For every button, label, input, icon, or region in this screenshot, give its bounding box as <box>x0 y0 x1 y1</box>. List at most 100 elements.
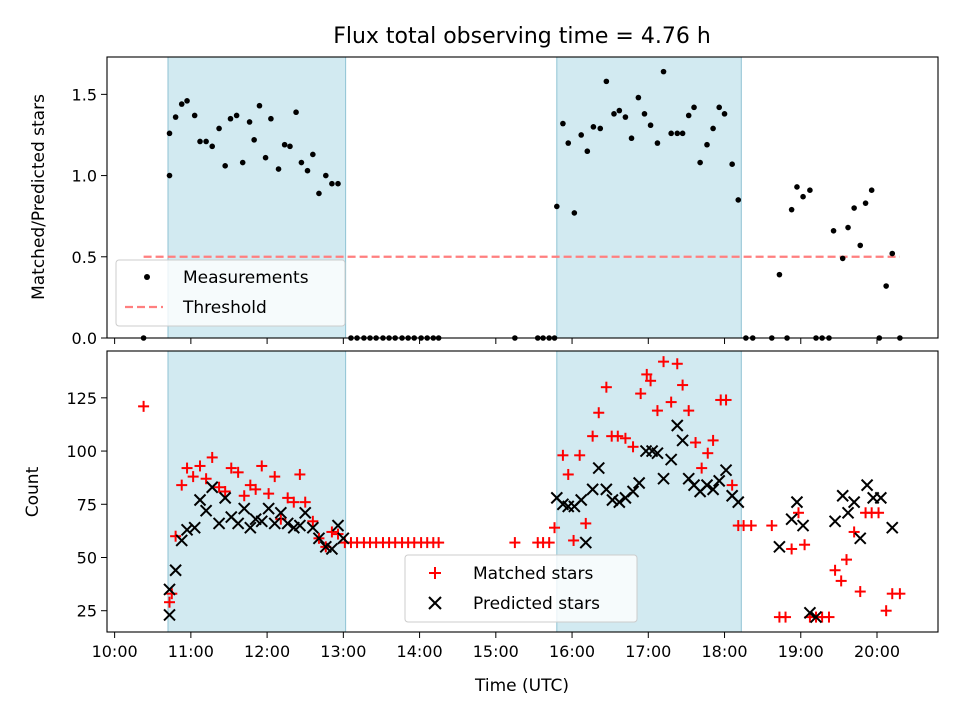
predicted-star-point <box>325 542 339 556</box>
matched-star-point <box>786 543 798 555</box>
measurement-point <box>776 271 783 278</box>
predicted-star-point <box>773 540 786 554</box>
top-legend-box <box>115 259 346 327</box>
matched-star-point <box>256 460 268 472</box>
predicted-star-point <box>163 608 176 622</box>
predicted-star-stroke-b <box>299 506 312 519</box>
measurement-point <box>565 140 572 146</box>
predicted-star-point <box>671 419 684 432</box>
measurement-point <box>679 130 686 137</box>
predicted-star-point <box>218 491 232 505</box>
matched-star-point <box>873 507 885 519</box>
measurement-point <box>233 112 240 119</box>
top-observing-window <box>556 56 742 339</box>
measurement-point <box>178 101 185 107</box>
matched-star-point <box>238 490 250 502</box>
predicted-star-stroke-b <box>676 434 689 447</box>
x-tick-label: 19:00 <box>778 642 824 661</box>
measurement-point <box>571 210 578 216</box>
predicted-star-stroke-b <box>319 540 333 554</box>
legend-measurements-marker <box>144 274 150 280</box>
predicted-star-stroke-b <box>556 498 570 511</box>
predicted-star-stroke-b <box>706 483 720 496</box>
measurement-point <box>227 115 234 122</box>
matched-star-point <box>326 526 338 538</box>
predicted-star-stroke-b <box>847 495 861 509</box>
predicted-star-point <box>712 474 726 488</box>
predicted-star-point <box>255 515 268 528</box>
predicted-star-point <box>732 495 745 509</box>
measurement-point <box>166 130 173 137</box>
predicted-star-stroke-b <box>700 478 714 492</box>
measurement-point <box>704 141 710 148</box>
measurement-point <box>788 206 795 213</box>
predicted-star-point <box>700 478 714 492</box>
matched-star-point <box>568 534 580 546</box>
bottom-y-axis-label: Count <box>23 466 43 517</box>
matched-star-point <box>509 537 521 549</box>
matched-star-point <box>766 520 778 532</box>
matched-star-point <box>792 507 804 519</box>
matched-star-point <box>166 588 178 600</box>
measurement-point <box>310 151 316 158</box>
bottom-y-tick-label: 75 <box>77 495 97 514</box>
measurement-point <box>293 109 299 116</box>
legend-matched-marker <box>429 567 441 579</box>
predicted-star-stroke-b <box>249 512 262 526</box>
matched-star-point <box>600 381 612 393</box>
matched-star-point <box>213 481 225 493</box>
predicted-star-point <box>337 532 350 545</box>
measurement-point <box>857 242 864 249</box>
matched-star-point <box>707 434 719 446</box>
predicted-star-stroke-b <box>199 504 213 517</box>
predicted-star-stroke-b <box>874 491 888 505</box>
predicted-star-point <box>886 521 899 534</box>
matched-star-point <box>780 611 792 623</box>
measurement-point <box>262 154 269 161</box>
matched-star-point <box>294 468 306 480</box>
measurement-point <box>560 120 566 127</box>
matched-star-point <box>745 520 757 532</box>
predicted-star-point <box>312 532 326 545</box>
matched-star-point <box>835 575 847 587</box>
predicted-star-point <box>262 502 275 515</box>
predicted-star-stroke-b <box>796 519 810 532</box>
measurement-point <box>184 98 190 104</box>
measurement-point <box>597 125 604 132</box>
predicted-star-point <box>836 489 849 502</box>
predicted-star-stroke-b <box>312 532 326 545</box>
predicted-star-stroke-b <box>262 502 275 515</box>
predicted-star-point <box>860 478 874 492</box>
bottom-observing-window <box>167 350 347 633</box>
matched-star-point <box>232 466 244 478</box>
matched-star-point <box>138 400 150 412</box>
predicted-star-point <box>212 517 226 530</box>
predicted-star-point <box>586 483 599 496</box>
predicted-star-stroke-b <box>613 495 626 509</box>
measurement-point <box>735 197 742 203</box>
predicted-star-stroke-b <box>586 483 599 496</box>
measurement-point <box>668 130 674 137</box>
matched-star-point <box>702 447 714 459</box>
predicted-star-stroke-b <box>785 512 798 526</box>
predicted-star-stroke-b <box>860 478 874 492</box>
measurement-point <box>710 125 716 132</box>
measurement-point <box>203 138 209 145</box>
matched-star-point <box>580 517 592 529</box>
predicted-star-point <box>331 519 345 532</box>
predicted-star-stroke-b <box>225 510 238 524</box>
bottom-panel: 25 50 75 100 125 10:00 11:00 12:00 13:00 14:00 15:… <box>23 350 939 696</box>
measurement-point <box>246 119 253 125</box>
matched-star-point <box>206 451 218 463</box>
predicted-star-point <box>163 583 176 596</box>
predicted-star-stroke-b <box>175 534 188 547</box>
matched-star-point <box>181 462 193 474</box>
measurement-point <box>800 193 806 200</box>
measurement-point <box>611 111 617 117</box>
matched-star-point <box>194 460 206 472</box>
matched-star-point <box>225 462 237 474</box>
predicted-star-stroke-b <box>274 506 288 519</box>
predicted-star-point <box>199 504 213 517</box>
predicted-star-point <box>574 493 588 507</box>
measurement-point <box>628 135 635 142</box>
